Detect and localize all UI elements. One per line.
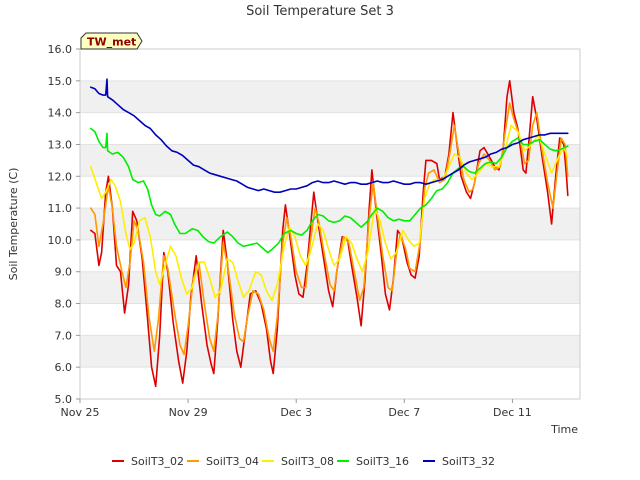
y-axis-ticks: 5.0 6.0 7.0 8.0 9.0 10.0 11.0 12.0 13.0 14.0 15.0 1…: [48, 43, 80, 406]
y-tick-label: 14.0: [48, 107, 73, 120]
series-lines: [90, 78, 569, 388]
y-tick-label: 5.0: [55, 393, 73, 406]
x-tick-label: Dec 11: [493, 406, 532, 419]
plot-frame: [79, 48, 581, 400]
background-band: [80, 144, 580, 177]
chart-title: Soil Temperature Set 3: [246, 4, 394, 19]
x-axis-label: Time: [550, 423, 578, 436]
legend-label: SoilT3_32: [442, 455, 495, 468]
background-band: [80, 80, 580, 113]
background-band: [80, 335, 580, 368]
series-line-soilt3-08: [90, 124, 569, 302]
x-tick-label: Nov 25: [61, 406, 100, 419]
legend-label: SoilT3_04: [206, 455, 259, 468]
y-tick-label: 16.0: [48, 43, 73, 56]
y-axis-label: Soil Temperature (C): [7, 168, 20, 281]
x-tick-label: Dec 3: [280, 406, 312, 419]
y-tick-label: 10.0: [48, 234, 73, 247]
series-line-soilt3-04: [90, 102, 569, 356]
legend-label: SoilT3_16: [356, 455, 409, 468]
site-label-text: TW_met: [87, 36, 136, 49]
legend-label: SoilT3_02: [131, 455, 184, 468]
x-tick-label: Nov 29: [169, 406, 208, 419]
y-tick-label: 8.0: [55, 298, 73, 311]
series-line-soilt3-32: [90, 78, 569, 193]
plot-background-bands: [80, 80, 580, 368]
y-tick-label: 11.0: [48, 202, 73, 215]
y-tick-label: 9.0: [55, 266, 73, 279]
site-label-badge: [80, 32, 143, 50]
site-label-box: TW_met: [80, 32, 143, 50]
y-tick-label: 12.0: [48, 170, 73, 183]
y-tick-label: 7.0: [55, 329, 73, 342]
y-tick-label: 6.0: [55, 361, 73, 374]
x-axis-ticks: Nov 25 Nov 29 Dec 3 Dec 7 Dec 11: [61, 399, 532, 419]
legend: SoilT3_02 SoilT3_04 SoilT3_08 SoilT3_16 Soil…: [112, 455, 495, 468]
y-tick-label: 15.0: [48, 75, 73, 88]
legend-label: SoilT3_08: [281, 455, 334, 468]
y-tick-label: 13.0: [48, 138, 73, 151]
series-line-soilt3-16: [90, 127, 569, 254]
x-tick-label: Dec 7: [388, 406, 420, 419]
